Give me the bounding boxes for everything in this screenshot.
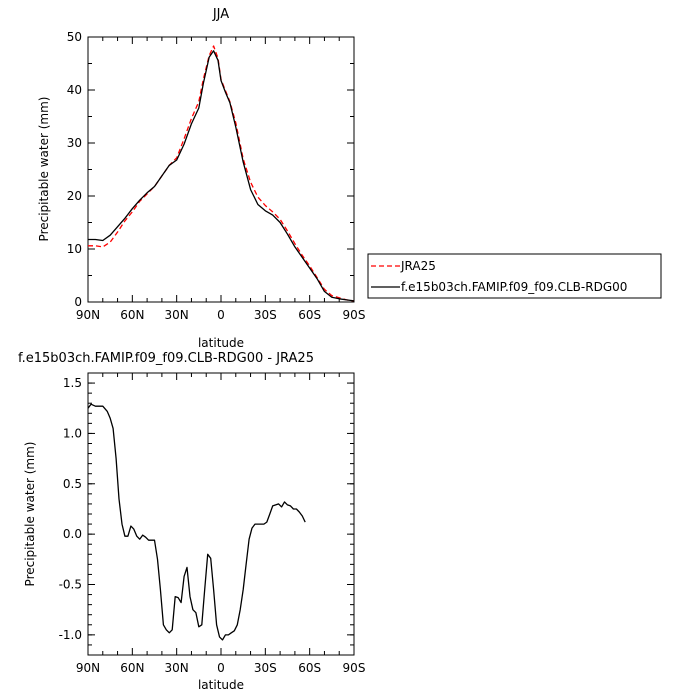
top-series-line-0	[88, 45, 355, 302]
top-x-tick-label: 0	[217, 308, 225, 322]
bottom-chart-title: f.e15b03ch.FAMIP.f09_f09.CLB-RDG00 - JRA…	[18, 351, 314, 366]
bottom-plot-frame	[87, 372, 355, 656]
legend-label-jra25: JRA25	[400, 259, 436, 273]
top-x-tick-label: 90S	[343, 308, 366, 322]
top-panel: JJA 90N 60N 30N 0 30S 60S 90S 0 10 20 30 40 50 latit…	[37, 7, 662, 350]
top-y-tick-label: 0	[74, 295, 82, 309]
top-x-axis-label: latitude	[198, 336, 244, 350]
legend-label-model: f.e15b03ch.FAMIP.f09_f09.CLB-RDG00	[401, 280, 627, 294]
bottom-y-tick-label: -1.0	[59, 628, 82, 642]
bottom-y-tick-label: 0.5	[63, 477, 82, 491]
bottom-x-tick-label: 60N	[120, 661, 144, 675]
top-y-tick-label: 50	[67, 30, 82, 44]
bottom-x-tick-label: 30N	[165, 661, 189, 675]
top-series-group	[88, 45, 355, 302]
top-chart-title: JJA	[212, 7, 229, 22]
top-series-line-1	[88, 50, 355, 302]
bottom-series-group	[87, 403, 306, 641]
bottom-y-tick-label: 0.0	[63, 527, 82, 541]
bottom-x-tick-label: 30S	[254, 661, 277, 675]
top-x-tick-label: 60S	[298, 308, 321, 322]
bottom-y-axis-label: Precipitable water (mm)	[23, 442, 37, 587]
bottom-x-tick-label: 90S	[343, 661, 366, 675]
top-x-tick-label: 90N	[76, 308, 100, 322]
top-x-tick-label: 60N	[120, 308, 144, 322]
top-y-tick-label: 30	[67, 136, 82, 150]
bottom-y-tick-label: 1.0	[63, 426, 82, 440]
top-y-axis-label: Precipitable water (mm)	[37, 97, 51, 242]
bottom-y-tick-label: 1.5	[63, 376, 82, 390]
bottom-x-axis-label: latitude	[198, 678, 244, 692]
bottom-axis-ticks: 90N 60N 30N 0 30S 60S 90S 1.5 1.0 0.5 0.0 -0.5 -1.0	[59, 372, 366, 675]
bottom-x-tick-label: 60S	[298, 661, 321, 675]
bottom-panel: f.e15b03ch.FAMIP.f09_f09.CLB-RDG00 - JRA…	[18, 351, 365, 692]
top-y-tick-label: 40	[67, 83, 82, 97]
top-legend: JRA25 f.e15b03ch.FAMIP.f09_f09.CLB-RDG00	[367, 253, 662, 299]
legend-box	[367, 253, 662, 299]
bottom-x-tick-label: 0	[217, 661, 225, 675]
top-y-tick-label: 20	[67, 189, 82, 203]
top-axis-ticks: 90N 60N 30N 0 30S 60S 90S 0 10 20 30 40 50	[67, 30, 366, 322]
bottom-x-tick-label: 90N	[76, 661, 100, 675]
top-x-tick-label: 30N	[165, 308, 189, 322]
bottom-series-line-0	[87, 403, 306, 641]
top-y-tick-label: 10	[67, 242, 82, 256]
bottom-y-tick-label: -0.5	[59, 578, 82, 592]
top-x-tick-label: 30S	[254, 308, 277, 322]
